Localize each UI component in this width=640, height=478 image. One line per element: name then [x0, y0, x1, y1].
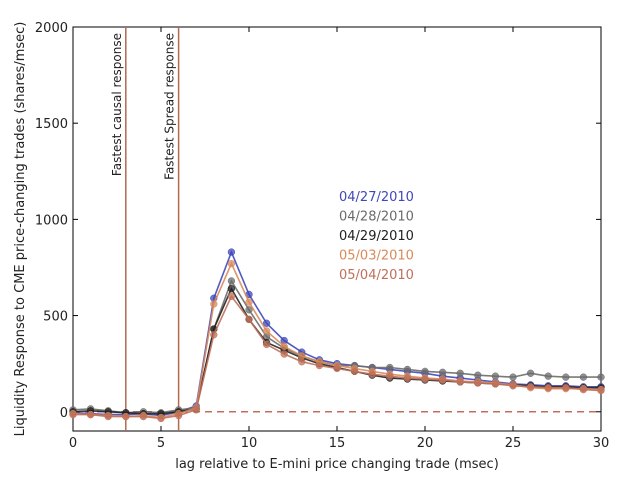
data-point [86, 410, 95, 419]
series-line [72, 249, 601, 417]
x-tick-label: 25 [505, 436, 522, 451]
data-point [139, 412, 148, 421]
data-point [386, 363, 394, 372]
data-point [157, 414, 165, 423]
data-point [597, 386, 605, 395]
series-group [69, 248, 605, 423]
data-point [368, 370, 376, 378]
data-point [192, 406, 200, 414]
data-point [562, 373, 570, 381]
data-point [421, 367, 429, 376]
data-point [438, 376, 447, 384]
series-line [72, 279, 601, 414]
x-tick-label: 10 [241, 436, 258, 451]
data-point [227, 284, 236, 293]
data-point [491, 372, 500, 380]
data-point [315, 361, 324, 370]
x-tick-label: 15 [329, 436, 346, 451]
data-point [333, 364, 341, 373]
data-point [262, 340, 271, 349]
y-tick-label: 500 [43, 310, 68, 325]
x-tick-label: 0 [69, 436, 77, 451]
data-point [104, 412, 112, 421]
data-point [227, 292, 236, 300]
data-point [438, 368, 447, 376]
data-point [174, 411, 183, 420]
data-point [122, 412, 130, 421]
y-axis-label: Liquidity Response to CME price-changing… [13, 22, 28, 437]
reference-line-label: Fastest Spread response [163, 33, 177, 180]
x-tick-label: 20 [417, 436, 434, 451]
data-point [386, 372, 394, 380]
data-point [526, 369, 535, 377]
series-1 [69, 277, 605, 417]
data-point [456, 369, 464, 377]
legend-entry: 05/04/2010 [339, 268, 414, 283]
data-point [562, 384, 570, 392]
legend-entry: 05/03/2010 [339, 249, 414, 264]
data-point [474, 371, 482, 379]
data-point [456, 378, 464, 386]
reference-lines: Fastest causal response Fastest Spread re… [110, 27, 180, 431]
data-point [210, 331, 218, 339]
data-point [298, 358, 306, 366]
legend-entry: 04/27/2010 [339, 190, 414, 205]
x-axis-label: lag relative to E-mini price changing tr… [175, 457, 499, 472]
data-point [421, 375, 429, 383]
x-tick-label: 30 [593, 436, 610, 451]
data-point [245, 315, 253, 324]
data-point [280, 342, 288, 351]
data-point [509, 382, 517, 390]
series-line [72, 286, 601, 415]
data-point [245, 306, 253, 314]
series-0 [69, 248, 605, 420]
data-point [579, 385, 588, 394]
data-point [579, 373, 588, 381]
y-tick-label: 2000 [35, 21, 68, 36]
data-point [227, 259, 236, 268]
data-point [227, 277, 236, 285]
x-axis-ticks: 0 5 10 15 20 25 30 [69, 27, 609, 451]
data-point [69, 410, 77, 419]
data-point [403, 365, 412, 374]
legend-entry: 04/29/2010 [339, 229, 414, 244]
series-line [72, 261, 602, 419]
reference-line-label: Fastest causal response [110, 33, 124, 176]
data-point [526, 383, 535, 391]
data-point [280, 350, 288, 358]
data-point [350, 367, 359, 376]
data-point [544, 384, 552, 392]
data-point [509, 373, 517, 381]
y-tick-label: 0 [60, 406, 68, 421]
data-point [245, 298, 253, 306]
data-point [491, 380, 500, 388]
y-tick-label: 1000 [35, 213, 68, 228]
data-point [210, 300, 218, 308]
series-4 [69, 292, 605, 423]
y-tick-label: 1500 [35, 117, 68, 132]
y-axis-ticks: 0 500 1000 1500 2000 [35, 21, 601, 421]
legend-entry: 04/28/2010 [339, 210, 414, 225]
data-point [403, 374, 412, 382]
data-point [544, 372, 552, 380]
series-2 [69, 284, 605, 418]
series-line [73, 294, 602, 420]
x-tick-label: 5 [157, 436, 165, 451]
series-3 [69, 259, 605, 422]
legend: 04/27/2010 04/28/2010 04/29/2010 05/03/2010… [339, 190, 414, 283]
data-point [227, 248, 236, 256]
data-point [597, 373, 605, 381]
data-point [474, 379, 482, 387]
data-point [262, 327, 271, 335]
data-point [262, 319, 271, 327]
